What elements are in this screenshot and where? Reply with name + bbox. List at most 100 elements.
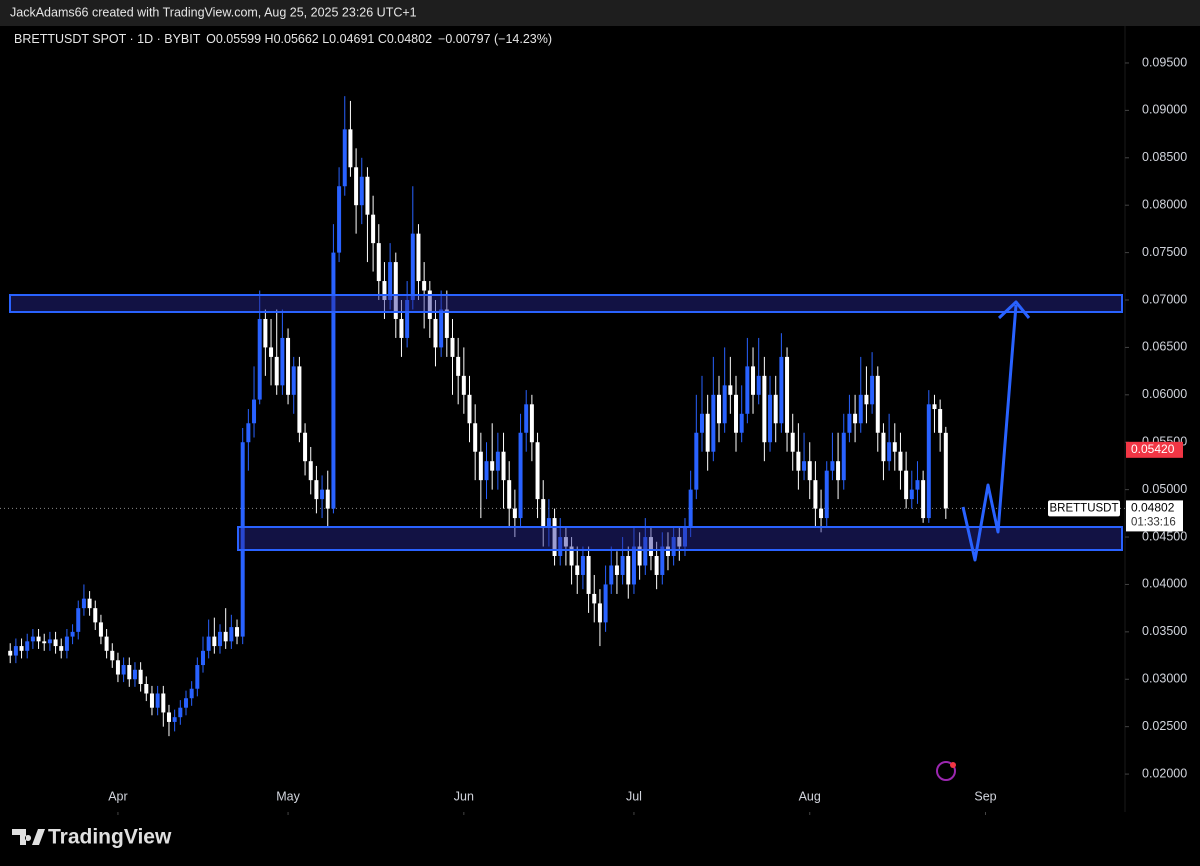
candle-body [728, 385, 733, 395]
candle-body [637, 546, 642, 566]
candle-body [439, 309, 444, 348]
candle-body [586, 556, 591, 594]
candle-body [558, 537, 563, 557]
candle-body [297, 366, 302, 433]
x-tick-label: Jul [626, 789, 642, 803]
candle-body [422, 281, 427, 291]
candle-body [802, 461, 807, 471]
candle-body [149, 693, 154, 708]
support-zone [237, 526, 1123, 551]
candle-body [359, 176, 364, 206]
ma-tag [1126, 441, 1183, 458]
candle-body [308, 461, 313, 481]
candle-body [76, 608, 81, 632]
candle-body [399, 318, 404, 338]
candle-body [592, 593, 597, 604]
candle-body [376, 243, 381, 282]
y-tick-label: 0.04500 [1142, 529, 1187, 543]
candle-body [235, 627, 240, 637]
y-tick-label: 0.03500 [1142, 624, 1187, 638]
candle-body [887, 442, 892, 462]
candle-body [25, 641, 30, 651]
legend: BRETTUSDT SPOT · 1D · BYBIT O0.05599 H0.0… [14, 32, 552, 46]
candle-body [507, 480, 512, 509]
header-bar [0, 0, 1200, 26]
candle-body [563, 537, 568, 547]
candle-body [762, 375, 767, 443]
candle-body [427, 290, 432, 319]
y-tick-label: 0.04000 [1142, 577, 1187, 591]
candle-body [841, 432, 846, 481]
candle-body [8, 650, 13, 656]
candle-body [257, 318, 262, 400]
candle-body [223, 631, 228, 642]
price-tag [1126, 500, 1183, 532]
candle-body [620, 556, 625, 575]
legend-change: −0.00797 (−14.23%) [438, 32, 552, 46]
candle-body [541, 499, 546, 528]
candle-body [535, 442, 540, 500]
y-tick-label: 0.08000 [1142, 197, 1187, 211]
candle-body [495, 451, 500, 471]
candle-body [478, 451, 483, 481]
ma-tag-label: 0.05420 [1131, 442, 1175, 456]
legend-ohlc: O0.05599 H0.05662 L0.04691 C0.04802 [206, 32, 432, 46]
candle-body [796, 451, 801, 471]
legend-symbol: BRETTUSDT SPOT · 1D · BYBIT [14, 32, 201, 46]
y-tick-label: 0.03000 [1142, 672, 1187, 686]
candle-body [677, 537, 682, 547]
candle-body [240, 442, 245, 637]
candle-body [81, 598, 86, 609]
candle-body [694, 432, 699, 490]
y-tick-label: 0.08500 [1142, 150, 1187, 164]
candle-body [847, 413, 852, 433]
y-tick-label: 0.07500 [1142, 245, 1187, 259]
candle-body [252, 399, 257, 424]
candle-body [660, 546, 665, 575]
candle-body [484, 461, 489, 481]
candle-body [745, 366, 750, 414]
candle-body [110, 650, 115, 661]
candle-body [155, 693, 160, 708]
alert-icon[interactable] [936, 761, 956, 781]
candle-body [246, 423, 251, 443]
candle-body [614, 565, 619, 575]
candle-body [337, 186, 342, 253]
y-tick-label: 0.09500 [1142, 55, 1187, 69]
candle-body [473, 423, 478, 452]
candle-body [546, 518, 551, 528]
candle-body [711, 394, 716, 452]
projection-path [961, 304, 1018, 562]
candle-body [892, 442, 897, 452]
alert-dot [950, 762, 956, 768]
candle-body [371, 214, 376, 244]
candle-body [104, 636, 109, 651]
candle-body [756, 375, 761, 395]
candle-body [127, 665, 132, 680]
candle-body [212, 636, 217, 647]
candle-body [768, 394, 773, 443]
candle-body [115, 660, 120, 675]
candle-body [183, 698, 188, 708]
candle-body [909, 489, 914, 500]
candle-body [631, 546, 636, 585]
y-tick-label: 0.02500 [1142, 719, 1187, 733]
candle-body [609, 565, 614, 585]
candle-body [921, 480, 926, 519]
candle-body [717, 394, 722, 424]
candle-body [938, 409, 943, 433]
candle-body [875, 375, 880, 433]
candle-body [320, 489, 325, 500]
candle-body [195, 665, 200, 689]
candle-body [388, 262, 393, 301]
candle-body [303, 432, 308, 462]
candle-body [626, 556, 631, 585]
candle-body [144, 684, 149, 694]
candle-body [699, 413, 704, 433]
candle-body [830, 461, 835, 471]
candle-body [461, 375, 466, 395]
candle-body [36, 636, 41, 642]
candle-body [813, 480, 818, 509]
candle-body [671, 537, 676, 557]
